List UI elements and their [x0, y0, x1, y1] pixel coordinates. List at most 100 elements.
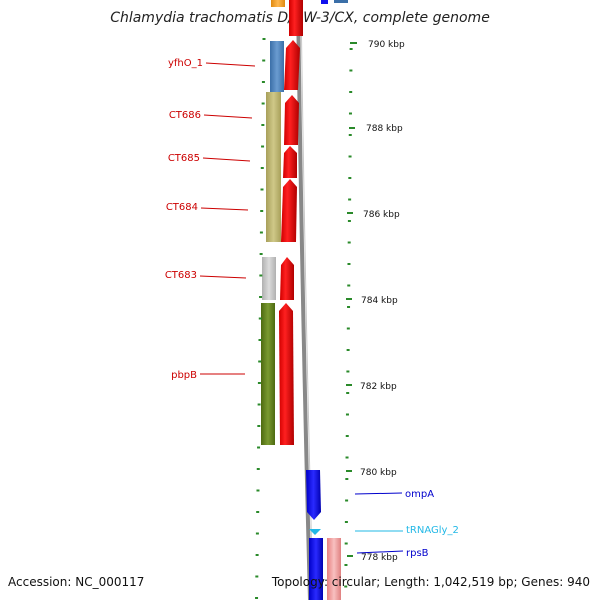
- tick-label-778: 778 kbp: [361, 553, 398, 563]
- scale-dot-outer: [348, 177, 352, 179]
- leader-CT683: [199, 275, 247, 279]
- cog-block-khaki: [266, 92, 281, 242]
- scale-dot-inner: [256, 468, 260, 470]
- genome-backbone: [296, 0, 312, 600]
- scale-dot-outer: [349, 91, 353, 93]
- scale-dot-inner: [261, 81, 265, 83]
- scale-dot-outer: [346, 370, 350, 373]
- accession-text: Accession: NC_000117: [8, 575, 145, 589]
- gene-arrow-yfhO_1[interactable]: [284, 40, 300, 90]
- scale-dot-outer: [346, 327, 350, 330]
- tick-label-786: 786 kbp: [363, 210, 400, 220]
- scale-dot-inner: [255, 532, 259, 535]
- scale-dot-outer: [344, 585, 348, 588]
- cog-block-top-blue: [334, 0, 348, 3]
- cog-track: [261, 0, 348, 445]
- gene-arrow-pbpB[interactable]: [279, 303, 294, 445]
- scale-dot-outer: [344, 521, 348, 523]
- scale-dot-outer: [349, 48, 353, 50]
- scale-dot-inner: [257, 382, 261, 384]
- gene-label-CT684[interactable]: CT684: [166, 202, 198, 213]
- gene-arrow-pink[interactable]: [327, 538, 341, 600]
- scale-dot-inner: [259, 296, 263, 298]
- scale-dot-outer: [346, 349, 350, 351]
- scale-dot-inner: [261, 102, 265, 105]
- genome-summary-text: Topology: circular; Length: 1,042,519 bp…: [271, 575, 590, 589]
- scale-dot-inner: [260, 210, 264, 212]
- scale-dot-outer: [345, 478, 349, 480]
- scale-dot-inner: [259, 231, 263, 234]
- scale-dot-inner: [257, 425, 261, 427]
- gene-label-rpsB[interactable]: rpsB: [406, 548, 429, 559]
- scale-dot-inner: [256, 489, 260, 492]
- leader-ompA: [354, 492, 403, 495]
- forward-gene-track[interactable]: [279, 0, 303, 445]
- scale-dot-inner: [261, 145, 265, 148]
- gene-arrow-CT683[interactable]: [280, 257, 294, 300]
- scale-dot-outer: [347, 306, 351, 308]
- scale-dot-inner: [259, 253, 263, 255]
- gene-arrow-tRNAGly_2[interactable]: [309, 529, 321, 535]
- scale-dot-outer: [348, 134, 352, 136]
- scale-dot-outer: [348, 198, 352, 201]
- gene-arrow-ompA[interactable]: [306, 470, 321, 520]
- cog-block-olive: [261, 303, 275, 445]
- cog-block-orange: [271, 0, 285, 7]
- reverse-gene-track[interactable]: [306, 0, 341, 600]
- scale-dot-outer: [344, 542, 348, 545]
- scale-dot-inner: [256, 511, 260, 513]
- scale-dot-inner: [255, 575, 259, 578]
- tick-label-790: 790 kbp: [368, 40, 405, 50]
- scale-dot-inner: [258, 339, 262, 341]
- scale-dot-inner: [255, 597, 259, 599]
- gene-arrow-top-blue[interactable]: [321, 0, 328, 4]
- gene-label-CT686[interactable]: CT686: [169, 110, 201, 121]
- scale-dot-inner: [255, 554, 259, 556]
- scale-dot-outer: [345, 413, 349, 416]
- scale-dot-inner: [257, 446, 261, 449]
- scale-dot-outer: [349, 69, 353, 72]
- scale-dot-inner: [258, 360, 262, 363]
- scale-dot-inner: [260, 188, 264, 191]
- gene-label-yfhO_1[interactable]: yfhO_1: [168, 58, 203, 69]
- gene-arrow-CT686[interactable]: [284, 95, 299, 145]
- scale-dot-inner: [262, 38, 266, 40]
- scale-dot-outer: [347, 263, 351, 265]
- gene-label-pbpB[interactable]: pbpB: [171, 370, 197, 381]
- leader-CT686: [203, 114, 253, 119]
- gene-arrow-CT684[interactable]: [281, 179, 297, 242]
- scale-dot-outer: [345, 456, 349, 459]
- scale-ticks: 790 kbp 788 kbp 786 kbp 784 kbp 782 kbp …: [346, 40, 405, 563]
- scale-dot-inner: [261, 124, 265, 126]
- scale-dot-outer: [347, 284, 351, 287]
- leader-rpsB: [356, 550, 404, 554]
- scale-dot-outer: [347, 220, 351, 222]
- tick-label-780: 780 kbp: [360, 468, 397, 478]
- scale-dot-outer: [345, 499, 349, 502]
- gene-labels[interactable]: yfhO_1 CT686 CT685 CT684 CT683 pbpB ompA…: [165, 58, 459, 559]
- leader-yfhO_1: [205, 62, 256, 67]
- scale-dot-outer: [346, 392, 350, 394]
- scale-dots: [255, 38, 353, 599]
- gene-arrow-top-red[interactable]: [289, 0, 303, 36]
- gene-label-CT683[interactable]: CT683: [165, 270, 197, 281]
- scale-dot-outer: [348, 155, 352, 158]
- scale-dot-inner: [260, 167, 264, 169]
- tick-label-788: 788 kbp: [366, 124, 403, 134]
- scale-dot-outer: [348, 112, 352, 115]
- scale-dot-outer: [345, 435, 349, 437]
- gene-label-tRNAGly_2[interactable]: tRNAGly_2: [406, 525, 459, 536]
- gene-label-ompA[interactable]: ompA: [405, 489, 434, 500]
- scale-dot-outer: [347, 241, 351, 244]
- gene-arrow-rpsB[interactable]: [309, 538, 323, 600]
- scale-dot-inner: [257, 403, 261, 406]
- cog-block-blue: [270, 41, 284, 92]
- tick-label-784: 784 kbp: [361, 296, 398, 306]
- scale-dot-inner: [262, 59, 266, 62]
- scale-dot-outer: [344, 564, 348, 566]
- gene-label-CT685[interactable]: CT685: [168, 153, 200, 164]
- leader-CT684: [200, 207, 249, 211]
- gene-arrow-CT685[interactable]: [283, 146, 297, 178]
- cog-block-grey: [262, 257, 276, 300]
